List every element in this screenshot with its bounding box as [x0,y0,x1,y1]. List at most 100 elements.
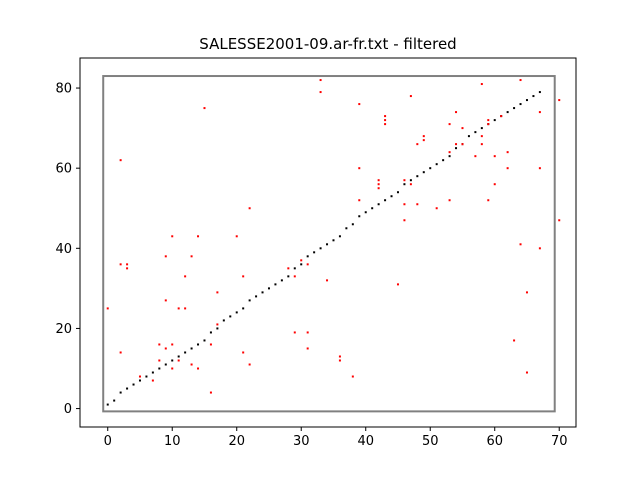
y-tick-label: 20 [55,322,72,337]
data-point [358,103,361,106]
data-point [242,275,245,278]
data-point [306,347,309,350]
data-point [216,291,219,294]
data-point [403,179,406,182]
data-point [493,155,496,158]
y-tick-label: 60 [55,162,72,177]
data-point [158,367,161,370]
data-point [461,143,464,146]
data-point [474,131,477,134]
data-point [280,279,283,282]
data-point [358,215,361,218]
data-point [255,295,258,298]
data-point [448,155,451,158]
data-point [171,359,174,362]
data-point [455,143,458,146]
data-point [184,307,187,310]
data-point [242,307,245,310]
data-point [300,259,303,262]
data-point [519,243,522,246]
data-point [487,123,490,126]
data-point [235,235,238,238]
data-point [209,343,212,346]
data-point [306,255,309,258]
data-point [158,359,161,362]
data-point [519,103,522,106]
data-point [126,267,129,270]
data-point [158,343,161,346]
data-point [396,283,399,286]
data-point [409,95,412,98]
data-point [267,287,270,290]
data-point [222,319,225,322]
data-point [177,359,180,362]
data-point [248,299,251,302]
data-point [216,327,219,330]
data-point [351,223,354,226]
x-tick-label: 10 [164,434,181,449]
data-point [306,331,309,334]
data-point [403,219,406,222]
data-point [203,107,206,110]
data-point [506,151,509,154]
y-tick-label: 40 [55,242,72,257]
data-point [480,83,483,86]
data-point [171,235,174,238]
data-point [190,363,193,366]
data-point [229,315,232,318]
data-point [558,99,561,102]
data-point [319,79,322,82]
data-point [338,355,341,358]
data-point [242,351,245,354]
data-point [138,375,141,378]
data-point [248,207,251,210]
data-point [300,263,303,266]
data-point [171,367,174,370]
data-point [132,383,135,386]
data-point [177,307,180,310]
data-point [293,275,296,278]
data-point [377,203,380,206]
data-point [306,263,309,266]
data-point [184,351,187,354]
plot-area [102,75,561,413]
data-point [435,163,438,166]
data-point [384,115,387,118]
data-point [487,119,490,122]
data-point [558,219,561,222]
data-point [164,255,167,258]
y-tick-label: 80 [55,82,72,97]
data-point [461,127,464,130]
data-point [538,167,541,170]
data-point [448,151,451,154]
data-point [261,291,264,294]
data-point [409,179,412,182]
x-tick-label: 0 [104,434,112,449]
data-point [422,171,425,174]
data-point [293,331,296,334]
data-point [332,239,335,242]
data-point [506,167,509,170]
data-point [197,343,200,346]
data-point [448,123,451,126]
data-point [326,243,329,246]
data-point [338,359,341,362]
data-point [513,107,516,110]
data-point [377,187,380,190]
data-point [164,363,167,366]
data-point [390,195,393,198]
data-point [326,279,329,282]
data-point [403,183,406,186]
data-point [384,119,387,122]
data-point [345,227,348,230]
data-point [338,235,341,238]
data-point [209,391,212,394]
data-point [203,339,206,342]
y-tick-label: 0 [64,402,72,417]
data-point [119,263,122,266]
data-point [119,351,122,354]
data-point [293,267,296,270]
data-point [480,135,483,138]
data-point [287,275,290,278]
